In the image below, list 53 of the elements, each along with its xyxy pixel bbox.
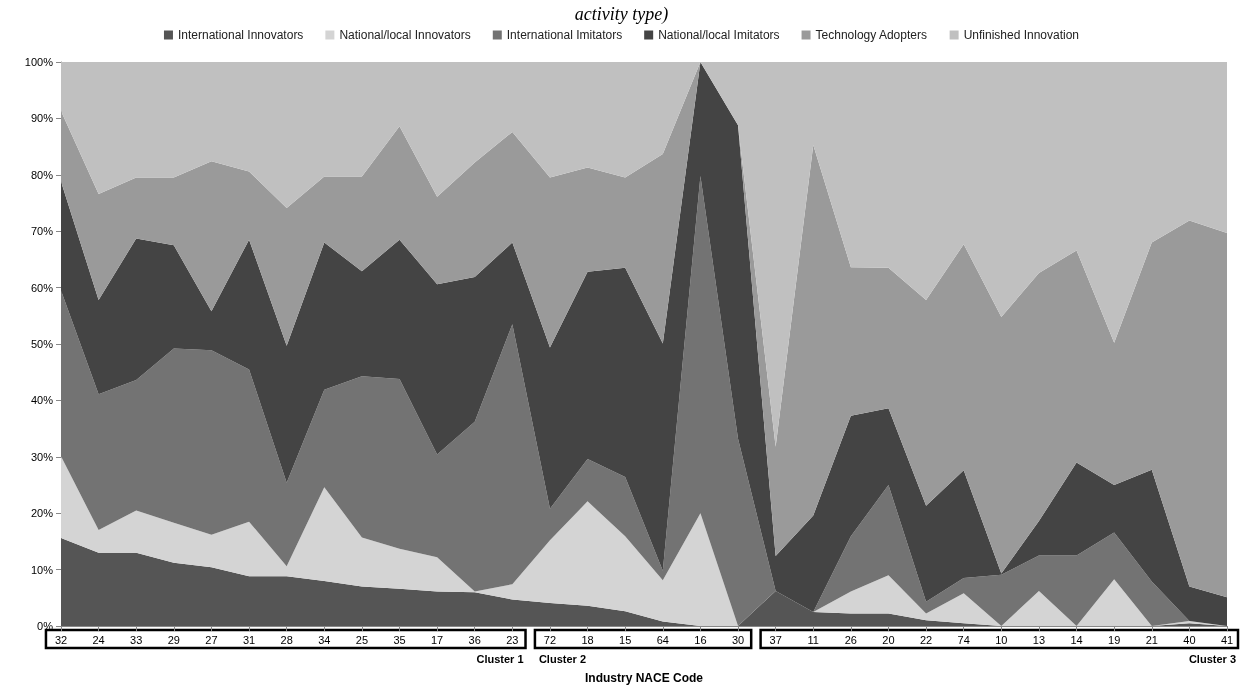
- y-tick-label: 60%: [30, 281, 54, 294]
- x-tick-label: 32: [54, 633, 68, 646]
- x-tick-label: 23: [506, 633, 519, 646]
- x-tick-label: 33: [130, 633, 143, 646]
- x-tick-label: 30: [731, 633, 745, 646]
- x-tick-label: 35: [393, 633, 406, 646]
- legend-label: Technology Adopters: [815, 28, 927, 42]
- text: Cluster 2: [538, 652, 586, 665]
- legend-label: International Imitators: [506, 28, 623, 42]
- x-tick-label: 36: [468, 633, 481, 646]
- y-tick-label: 30%: [30, 450, 54, 463]
- x-tick-label: 24: [92, 633, 105, 646]
- y-tick-label: 50%: [30, 338, 54, 350]
- y-tick-label: 90%: [30, 112, 54, 125]
- legend-label: International Innovators: [177, 28, 304, 42]
- y-tick-label: 100%: [24, 56, 54, 68]
- text: Cluster 3: [1188, 652, 1236, 665]
- x-tick-label: 20: [882, 633, 895, 646]
- x-tick-label: 72: [543, 633, 557, 646]
- y-tick-label: 40%: [30, 394, 54, 407]
- x-tick-label: 19: [1108, 633, 1121, 646]
- x-tick-label: 10: [995, 633, 1008, 646]
- x-tick-label: 26: [844, 633, 857, 646]
- x-tick-label: 28: [280, 633, 293, 646]
- x-tick-label: 14: [1070, 633, 1083, 646]
- x-tick-label: 29: [167, 633, 180, 646]
- x-tick-label: 11: [807, 633, 819, 646]
- chart-title: activity type): [574, 4, 669, 25]
- legend-label: Unfinished Innovation: [963, 28, 1080, 42]
- x-tick-label: 13: [1032, 633, 1046, 646]
- x-tick-label: 25: [355, 633, 369, 646]
- x-tick-label: 41: [1220, 633, 1234, 646]
- x-tick-label: 27: [205, 633, 218, 646]
- x-axis-title: Industry NACE Code: [584, 671, 704, 685]
- legend-label: National/local Innovators: [339, 28, 471, 42]
- y-tick-label: 20%: [30, 507, 54, 520]
- y-tick-label: 70%: [30, 225, 54, 238]
- x-tick-label: 31: [242, 633, 256, 646]
- x-tick-label: 74: [957, 633, 970, 646]
- legend-label: National/local Imitators: [658, 28, 780, 42]
- x-tick-label: 22: [919, 633, 933, 646]
- y-tick-label: 80%: [30, 168, 54, 181]
- x-tick-label: 64: [656, 633, 669, 646]
- x-tick-label: 37: [769, 633, 782, 646]
- x-tick-label: 16: [694, 633, 707, 646]
- x-tick-label: 17: [431, 633, 444, 646]
- x-tick-label: 21: [1145, 633, 1158, 646]
- x-tick-label: 15: [619, 633, 632, 646]
- x-tick-label: 40: [1183, 633, 1196, 646]
- text: Cluster 1: [476, 652, 524, 665]
- y-tick-label: 10%: [30, 563, 54, 576]
- x-tick-label: 34: [318, 633, 331, 646]
- x-tick-label: 18: [581, 633, 594, 646]
